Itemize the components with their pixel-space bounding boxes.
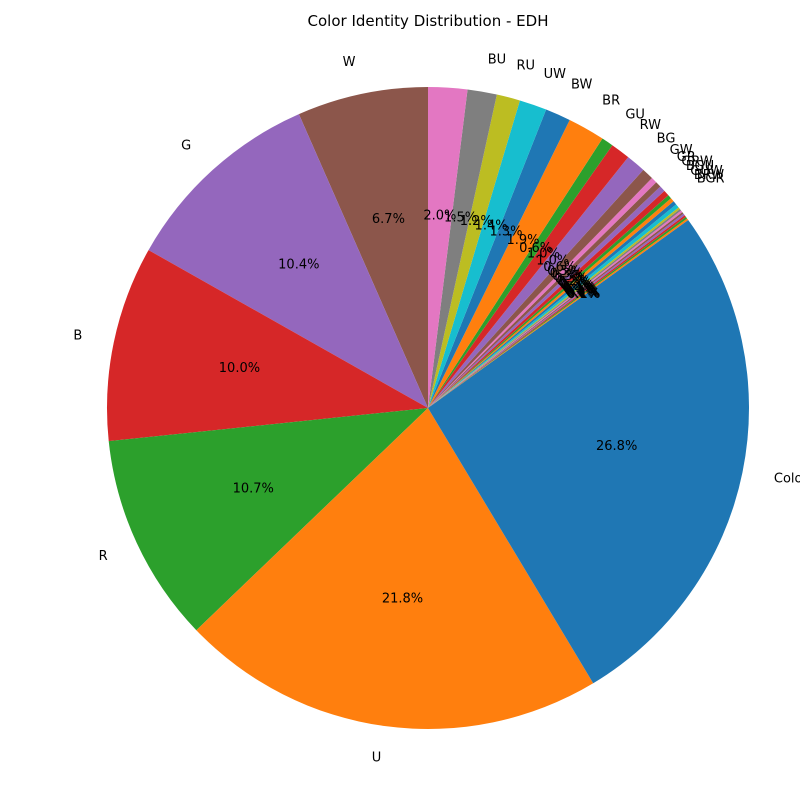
percent-label: 0.1% (567, 286, 600, 301)
pie-slice-r (108, 408, 428, 631)
percent-label: 0.1% (563, 282, 596, 297)
pie-slice-colorless (428, 220, 749, 684)
pie-slice-31 (428, 87, 468, 408)
slice-label-b: B (73, 328, 82, 343)
pie-slice-brw (428, 195, 672, 408)
pie-slice-u (196, 408, 594, 729)
percent-label: 1.0% (527, 246, 560, 261)
slice-label-bu: BU (488, 52, 506, 67)
percent-label: 26.8% (596, 439, 637, 454)
pie-slice-gw (428, 169, 652, 408)
percent-label: 10.0% (219, 361, 260, 376)
percent-label: 0.1% (562, 281, 595, 296)
pie-slice-15 (428, 201, 677, 408)
pie-slice-7 (428, 216, 688, 408)
pie-slice-b (106, 250, 428, 442)
slice-label-rw: RW (640, 118, 662, 133)
percent-label: 1.0% (536, 254, 569, 269)
slice-label-bgr: BGR (697, 171, 725, 186)
slice-label-guw: GUW (690, 164, 723, 179)
slice-label-bgu: BGU (686, 159, 714, 174)
percent-label: 0.2% (560, 277, 593, 292)
slice-label-bw: BW (571, 78, 592, 93)
pie-slice-w (298, 87, 428, 408)
percent-label: 21.8% (382, 591, 423, 606)
slice-label-r: R (99, 549, 108, 564)
pie-slice-10 (428, 212, 684, 408)
percent-label: 0.1% (567, 287, 600, 302)
slice-label-grw: GRW (681, 155, 713, 170)
percent-label: 0.1% (566, 285, 599, 300)
percent-label: 1.5% (444, 211, 477, 226)
slice-label-colorless: Colorless (774, 471, 800, 486)
percent-label: 0.6% (519, 241, 552, 256)
pie-slice-ru (428, 94, 520, 408)
percent-label: 0.6% (543, 260, 576, 275)
percent-label: 0.3% (555, 272, 588, 287)
pie-slice-gu (428, 138, 613, 408)
slice-label-brw: BRW (694, 168, 724, 183)
pie-slice-bg (428, 157, 644, 408)
slice-label-bg: BG (657, 131, 676, 146)
slice-label-g: G (181, 139, 191, 154)
slice-label-br: BR (602, 93, 620, 108)
slice-label-gr: GR (677, 150, 696, 165)
pie-slice-g (148, 114, 429, 409)
label-group: WGBRUColorlessBGRBRWGUWBGUGRWGRGWBGRWGUB… (73, 52, 800, 765)
percent-label: 0.2% (557, 274, 590, 289)
percent-label: 0.3% (552, 269, 585, 284)
percent-label: 0.2% (558, 276, 591, 291)
percent-label: 1.3% (489, 224, 522, 239)
percent-label: 1.2% (460, 214, 493, 229)
percent-label: 6.7% (372, 212, 405, 227)
pie-slice-6 (428, 218, 689, 408)
pie-slice-13 (428, 207, 680, 408)
percent-label: 1.4% (475, 219, 508, 234)
percent-label: 10.4% (278, 258, 319, 273)
percent-label: 0.1% (564, 283, 597, 298)
pie-slice-bgu (428, 186, 665, 408)
pie-slice-11 (428, 210, 683, 408)
percent-label: 0.1% (565, 284, 598, 299)
percent-label-group: 6.7%10.4%10.0%10.7%21.8%26.8%0.1%0.1%0.1… (219, 208, 638, 606)
slice-label-ru: RU (516, 59, 535, 74)
pie-slice-9 (428, 213, 685, 408)
slice-group (106, 87, 749, 729)
pie-slice-bw (428, 109, 570, 408)
chart-title: Color Identity Distribution - EDH (308, 12, 549, 30)
pie-slice-br (428, 119, 603, 409)
pie-slice-uw (428, 100, 547, 408)
pie-slice-grw (428, 182, 661, 408)
slice-label-uw: UW (544, 67, 567, 82)
pie-slice-12 (428, 208, 682, 408)
pie-slice-14 (428, 204, 679, 408)
slice-label-w: W (343, 55, 356, 70)
pie-slice-8 (428, 215, 686, 408)
percent-label: 0.3% (547, 264, 580, 279)
percent-label: 1.9% (506, 233, 539, 248)
percent-label: 0.3% (550, 266, 583, 281)
percent-label: 10.7% (233, 481, 274, 496)
percent-label: 2.0% (423, 208, 456, 223)
slice-label-gu: GU (625, 108, 645, 123)
percent-label: 0.1% (564, 282, 597, 297)
pie-slice-bgr (428, 198, 674, 408)
pie-slice-gr (428, 178, 657, 408)
pie-slice-bu (428, 89, 497, 408)
pie-slice-rw (428, 145, 629, 408)
slice-label-gw: GW (670, 143, 693, 158)
percent-label: 0.2% (561, 279, 594, 294)
slice-label-u: U (372, 750, 382, 765)
pie-slice-guw (428, 190, 669, 408)
